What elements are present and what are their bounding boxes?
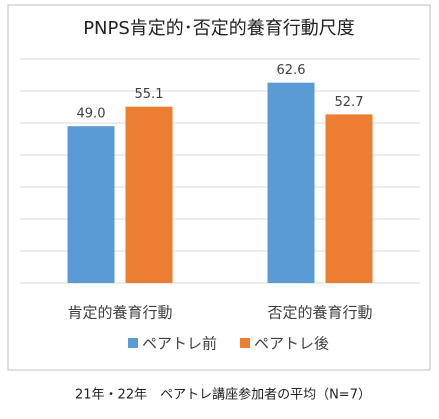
value-label: 49.0 bbox=[77, 107, 106, 122]
footnote: 21年・22年 ペアトレ講座参加者の平均（N=7） bbox=[75, 387, 371, 403]
x-tick-label: 否定的養育行動 bbox=[267, 304, 372, 322]
value-label: 55.1 bbox=[135, 87, 164, 102]
bar bbox=[267, 82, 315, 284]
legend-label: ペアトレ前 bbox=[142, 335, 217, 353]
legend-swatch bbox=[240, 338, 250, 348]
chart-title: PNPS肯定的･否定的養育行動尺度 bbox=[83, 18, 355, 39]
bar bbox=[325, 114, 373, 283]
x-tick-label: 肯定的養育行動 bbox=[67, 304, 172, 322]
bar bbox=[125, 106, 173, 284]
value-label: 52.7 bbox=[335, 95, 364, 110]
legend-swatch bbox=[128, 338, 138, 348]
bar bbox=[67, 126, 115, 283]
value-label: 62.6 bbox=[277, 63, 306, 78]
legend-label: ペアトレ後 bbox=[254, 335, 329, 353]
